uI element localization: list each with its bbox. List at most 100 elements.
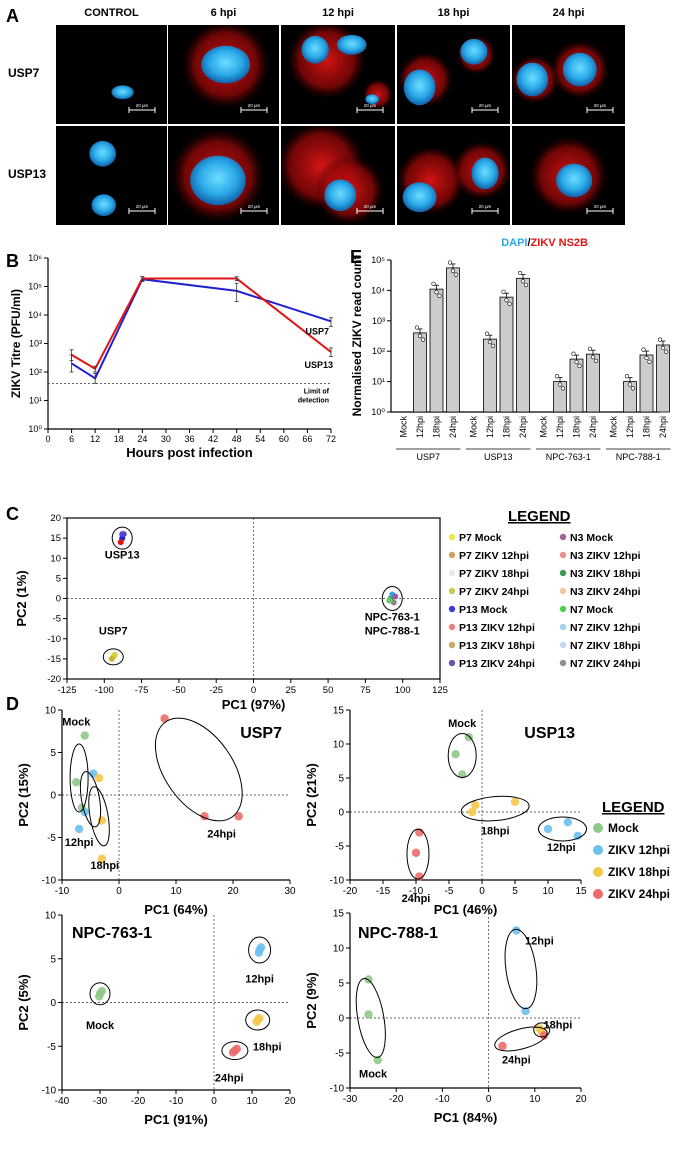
x-tick-label: 12 xyxy=(90,434,100,444)
x-tick-label: 18 xyxy=(114,434,124,444)
scale-bar-label: 20 µm xyxy=(364,103,377,108)
micrograph-image: 20 µm xyxy=(56,25,167,124)
x-tick-label: 12hpi xyxy=(555,416,565,438)
y-tick-label: -10 xyxy=(42,1086,57,1097)
x-axis-title: PC1 (64%) xyxy=(144,902,208,917)
cluster-ellipse xyxy=(221,1041,249,1061)
scale-bar-label: 20 µm xyxy=(594,204,607,209)
cluster-label: 18hpi xyxy=(90,860,119,872)
nucleus xyxy=(460,38,488,65)
series-line-usp13 xyxy=(71,277,332,371)
pca-point xyxy=(573,831,582,840)
micrograph-image: 20 µm xyxy=(512,25,625,124)
bar xyxy=(413,332,427,413)
y-tick-label: 10⁰ xyxy=(371,407,385,417)
x-tick-label: -30 xyxy=(93,1096,108,1107)
y-axis-title: PC2 (1%) xyxy=(14,570,29,626)
pca-point xyxy=(512,926,521,935)
bar xyxy=(429,288,444,413)
cluster-ellipse xyxy=(88,786,110,847)
replicate-point xyxy=(627,382,633,387)
pca-point xyxy=(254,948,264,957)
cluster-label: 18hpi xyxy=(544,1020,573,1032)
scale-bar-label: 20 µm xyxy=(136,103,149,108)
legend-swatch xyxy=(593,823,603,833)
nucleus xyxy=(324,179,357,212)
x-tick-label: 10 xyxy=(246,1096,258,1107)
micrograph-image: 20 µm xyxy=(512,126,625,225)
cluster-label: NPC-763-1 xyxy=(365,612,420,624)
y-tick-label: 0 xyxy=(56,594,61,605)
subplot-title: NPC-788-1 xyxy=(358,925,438,942)
x-tick-label: Mock xyxy=(399,416,409,438)
panel-a: A CONTROL 6 hpi 12 hpi 18 hpi 24 hpi USP7 USP… xyxy=(6,6,625,249)
row-label: USP7 xyxy=(8,66,40,80)
micrograph-image: 20 µm xyxy=(168,25,279,124)
x-tick-label: 36 xyxy=(184,434,194,444)
y-tick-label: 10⁰ xyxy=(28,424,42,434)
legend-swatch xyxy=(559,623,567,631)
x-axis-title: Hours post infection xyxy=(126,445,252,460)
series-line-usp7 xyxy=(71,278,332,380)
cluster-ellipse xyxy=(89,982,111,1006)
legend-entry: N3 ZIKV 18hpi xyxy=(570,568,641,580)
pca-point xyxy=(94,773,104,783)
legend-swatch xyxy=(448,551,456,559)
y-tick-label: 10 xyxy=(45,706,57,717)
y-tick-label: -20 xyxy=(47,674,61,685)
pca-point xyxy=(160,714,169,723)
y-tick-label: 5 xyxy=(56,573,61,584)
x-axis-title: PC1 (46%) xyxy=(434,902,498,917)
cluster-label: 24hpi xyxy=(207,829,236,841)
x-tick-label: Mock xyxy=(609,416,619,438)
dapi-label: DAPI xyxy=(501,237,527,249)
x-tick-label: 25 xyxy=(286,685,297,696)
cluster-label: 18hpi xyxy=(253,1042,282,1054)
column-header: 24 hpi xyxy=(553,7,585,19)
legend-entry: ZIKV 18hpi xyxy=(608,865,670,879)
x-tick-label: 12hpi xyxy=(485,416,495,438)
x-tick-label: -25 xyxy=(209,685,223,696)
x-tick-label: 20 xyxy=(575,1094,587,1105)
legend-entry: P7 ZIKV 12hpi xyxy=(459,550,529,562)
legend-title: LEGEND xyxy=(602,799,665,816)
x-tick-label: -20 xyxy=(343,886,358,897)
x-tick-label: 24hpi xyxy=(588,416,598,438)
replicate-point xyxy=(417,333,423,338)
x-tick-label: 42 xyxy=(208,434,218,444)
y-tick-label: 10¹ xyxy=(372,377,385,387)
replicate-point xyxy=(560,386,566,391)
cluster-ellipse xyxy=(79,771,102,828)
legend-entry: P7 Mock xyxy=(459,532,502,544)
legend-swatch xyxy=(559,641,567,649)
y-tick-label: -5 xyxy=(53,614,61,625)
legend-entry: N7 ZIKV 24hpi xyxy=(570,658,641,670)
cluster-label: Mock xyxy=(448,718,477,730)
ns2b-label: ZIKV NS2B xyxy=(531,237,589,249)
x-tick-label: 0 xyxy=(116,886,122,897)
x-tick-label: 12hpi xyxy=(415,416,425,438)
legend-entry: P13 ZIKV 18hpi xyxy=(459,640,535,652)
replicate-point xyxy=(504,297,509,303)
pca-point xyxy=(108,655,115,662)
y-tick-label: 5 xyxy=(338,979,344,990)
x-tick-label: 18hpi xyxy=(642,416,652,438)
x-tick-label: -40 xyxy=(55,1096,70,1107)
replicate-point xyxy=(517,270,523,276)
cluster-ellipse xyxy=(245,1009,271,1031)
y-tick-label: 10³ xyxy=(372,316,385,326)
y-tick-label: 5 xyxy=(338,774,344,785)
pca-point xyxy=(117,539,124,546)
bar xyxy=(516,277,530,413)
y-tick-label: 10 xyxy=(333,740,345,751)
subplot-title: USP13 xyxy=(524,725,575,742)
legend-swatch xyxy=(448,533,456,541)
x-tick-label: Mock xyxy=(469,416,479,438)
y-tick-label: 10⁶ xyxy=(28,253,42,263)
x-tick-label: -30 xyxy=(343,1094,358,1105)
cluster-label: 12hpi xyxy=(547,842,576,854)
pca-point xyxy=(510,797,520,806)
x-tick-label: 125 xyxy=(432,685,448,696)
replicate-point xyxy=(450,268,456,273)
y-axis-title: Normalised ZIKV read count xyxy=(350,256,364,417)
